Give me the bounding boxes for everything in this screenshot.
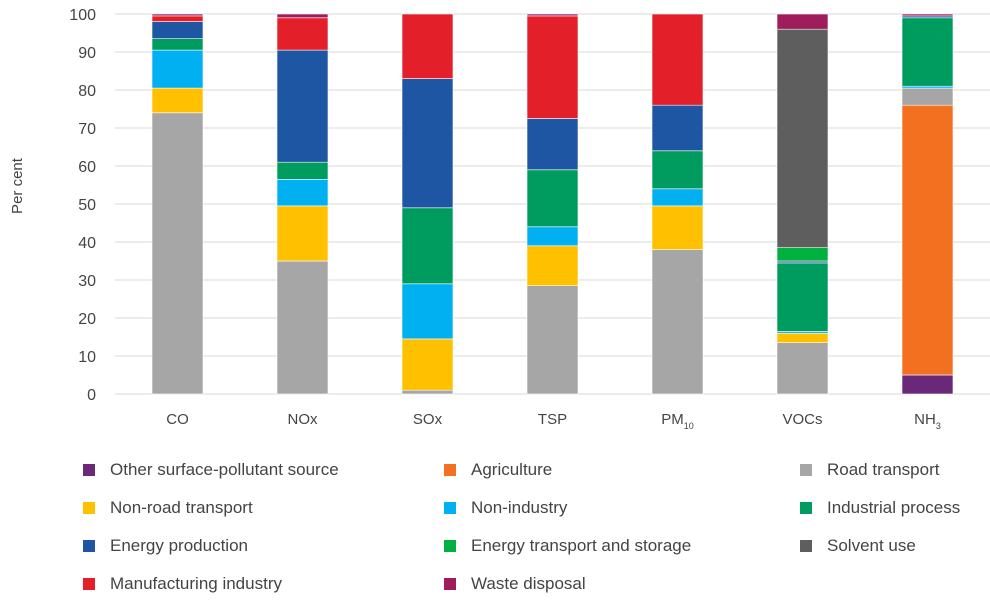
x-tick-label: VOCs	[782, 411, 822, 428]
bar-segment	[276, 13, 329, 19]
bars	[151, 13, 954, 395]
bar-segment	[526, 13, 579, 17]
bar-segment	[526, 169, 579, 228]
bar-segment	[651, 13, 704, 106]
y-tick-label: 30	[78, 273, 96, 290]
bar-segment	[276, 49, 329, 163]
bar-segment	[276, 205, 329, 262]
bar-segment	[401, 207, 454, 285]
bar-segment	[276, 179, 329, 207]
bar-segment	[526, 245, 579, 287]
bar-segment	[651, 249, 704, 395]
x-axis-ticks: CO NOx SOx TSP PM10 VOCs NH3	[166, 411, 941, 431]
bar-segment	[651, 150, 704, 190]
y-tick-label: 70	[78, 121, 96, 138]
bar-segment	[526, 15, 579, 119]
bar-segment	[651, 188, 704, 207]
bar-segment	[901, 13, 954, 17]
bar-segment	[526, 118, 579, 171]
bar-segment	[776, 262, 829, 332]
bar-segment	[901, 17, 954, 87]
y-tick-label: 10	[78, 349, 96, 366]
x-tick-label: PM10	[661, 411, 694, 431]
bar-segment	[526, 285, 579, 395]
y-tick-label: 60	[78, 159, 96, 176]
bar-segment	[901, 374, 954, 395]
y-tick-label: 90	[78, 45, 96, 62]
x-tick-label: NOx	[288, 411, 319, 428]
bar-segment	[526, 226, 579, 247]
y-tick-label: 40	[78, 235, 96, 252]
bar-segment	[901, 87, 954, 106]
bar-segment	[151, 87, 204, 114]
x-tick-label: CO	[166, 411, 189, 428]
bar-segment	[151, 49, 204, 89]
bar-segment	[776, 342, 829, 395]
bar-segment	[151, 13, 204, 17]
y-tick-label: 0	[87, 387, 96, 404]
bar-segment	[776, 28, 829, 249]
bar-segment	[276, 260, 329, 395]
y-axis-label: Per cent	[9, 157, 26, 214]
y-axis-ticks: 0 10 20 30 40 50 60 70 80 90 100	[69, 7, 96, 404]
bar-segment	[901, 104, 954, 376]
bar-segment	[276, 161, 329, 180]
y-tick-label: 80	[78, 83, 96, 100]
bar-segment	[651, 205, 704, 250]
x-tick-label: NH3	[914, 411, 941, 431]
bar-segment	[151, 15, 204, 22]
bar-segment	[776, 247, 829, 262]
bar-segment	[401, 78, 454, 209]
y-tick-label: 50	[78, 197, 96, 214]
bar-segment	[401, 338, 454, 391]
bar-segment	[276, 17, 329, 51]
y-tick-label: 20	[78, 311, 96, 328]
bar-segment	[151, 112, 204, 395]
x-tick-label: SOx	[413, 411, 443, 428]
bar-segment	[151, 21, 204, 40]
bar-segment	[401, 283, 454, 340]
bar-segment	[776, 332, 829, 344]
bar-segment	[151, 38, 204, 51]
bar-segment	[651, 104, 704, 152]
bar-segment	[401, 13, 454, 79]
bar-segment	[776, 13, 829, 30]
x-tick-label: TSP	[538, 411, 567, 428]
y-tick-label: 100	[69, 7, 96, 24]
bar-segment	[401, 389, 454, 395]
